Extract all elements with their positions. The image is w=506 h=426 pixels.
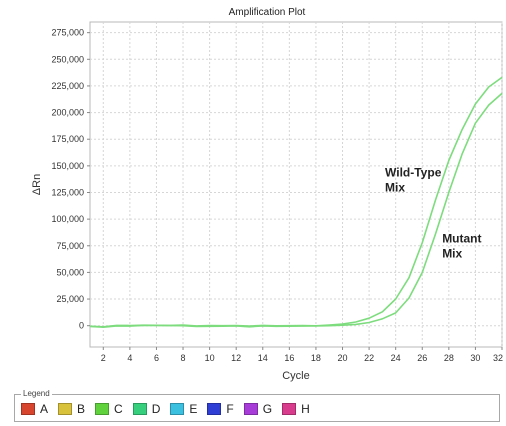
legend-swatch	[95, 403, 110, 415]
legend-item: H	[282, 403, 310, 415]
legend-item: A	[21, 403, 48, 415]
legend-item: G	[243, 402, 273, 416]
legend-item: E	[170, 403, 197, 415]
chart-title: Amplification Plot	[229, 7, 306, 18]
x-tick-label: 18	[311, 353, 321, 363]
annotation-label: Wild-Type	[385, 166, 442, 180]
legend-label: E	[189, 402, 198, 416]
y-axis-ticks: 0 25,000 50,000 75,000 100,000 125,000 150,000…	[51, 28, 90, 331]
y-tick-label: 275,000	[51, 28, 84, 38]
y-tick-label: 0	[79, 321, 84, 331]
legend-item: D	[132, 402, 161, 416]
legend-items: A B C D E F G H	[21, 403, 320, 415]
legend-swatch	[243, 403, 258, 415]
plot-area	[89, 21, 503, 348]
x-tick-label: 32	[493, 353, 503, 363]
series-line-2	[89, 92, 503, 329]
legend-swatch	[132, 403, 147, 415]
x-tick-label: 20	[338, 353, 348, 363]
y-tick-label: 250,000	[51, 54, 84, 64]
y-tick-label: 125,000	[51, 187, 84, 197]
legend-item: C	[95, 403, 123, 415]
legend-label: H	[301, 402, 310, 416]
legend-label: F	[226, 402, 234, 416]
legend-label: B	[77, 402, 86, 416]
legend-swatch	[21, 403, 35, 415]
y-tick-label: 225,000	[51, 81, 84, 91]
legend-label: D	[151, 402, 161, 416]
legend-panel: Legend A B C D E F G H	[14, 389, 500, 422]
series-lines	[89, 76, 503, 329]
x-tick-label: 4	[127, 353, 132, 363]
legend-item: B	[58, 403, 85, 415]
x-tick-label: 14	[258, 353, 268, 363]
y-tick-label: 200,000	[51, 108, 84, 118]
y-tick-label: 100,000	[51, 214, 84, 224]
legend-swatch	[282, 403, 297, 415]
amplification-chart: Amplification Plot 0 25,000 50,000 75,000 10…	[31, 7, 504, 382]
x-tick-label: 8	[181, 353, 186, 363]
x-tick-label: 6	[154, 353, 159, 363]
x-tick-label: 10	[205, 353, 215, 363]
x-tick-label: 16	[284, 353, 294, 363]
x-tick-label: 12	[231, 353, 241, 363]
legend-item: F	[207, 402, 234, 416]
legend-label: G	[262, 402, 273, 416]
grid-lines	[90, 22, 503, 347]
legend-swatch	[170, 403, 185, 415]
legend-swatch	[58, 403, 73, 415]
annotation-label: Mutant	[442, 232, 481, 246]
x-tick-label: 24	[391, 353, 401, 363]
y-tick-label: 75,000	[56, 241, 84, 251]
annotation-label: Mix	[385, 181, 405, 195]
legend-label: C	[114, 402, 123, 416]
x-tick-label: 2	[101, 353, 106, 363]
legend-label: A	[40, 402, 49, 416]
x-axis-title: Cycle	[282, 370, 310, 382]
y-tick-label: 150,000	[51, 161, 84, 171]
annotation-label: Mix	[442, 247, 462, 261]
legend-swatch	[207, 403, 222, 415]
x-tick-label: 30	[470, 353, 480, 363]
y-tick-label: 25,000	[56, 294, 84, 304]
y-axis-title: ΔRn	[31, 174, 43, 195]
x-tick-label: 26	[417, 353, 427, 363]
legend-title: Legend	[21, 389, 52, 399]
x-axis-ticks: 2 4 6 8 10 12 14 16 18 20 22 24 26 28 30 32	[101, 347, 503, 363]
x-tick-label: 22	[364, 353, 374, 363]
y-tick-label: 50,000	[56, 267, 84, 277]
y-tick-label: 175,000	[51, 134, 84, 144]
x-tick-label: 28	[444, 353, 454, 363]
